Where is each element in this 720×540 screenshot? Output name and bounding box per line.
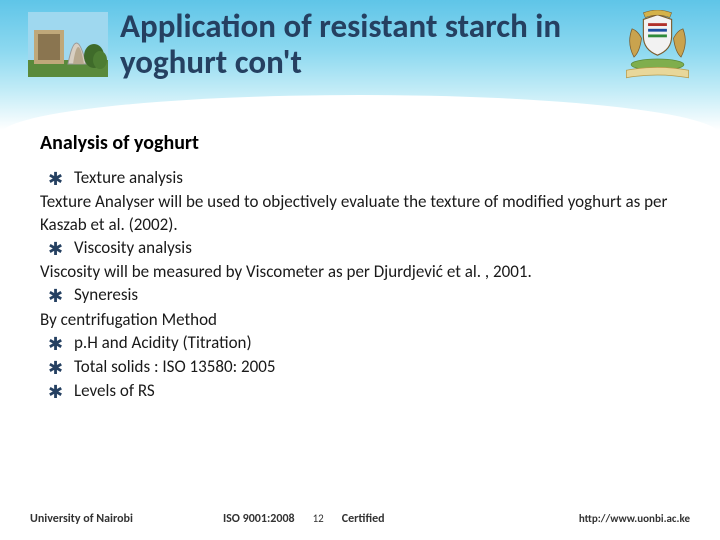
footer-certified: Certified — [342, 512, 385, 526]
bullet-item: ✱ Levels of RS — [48, 380, 680, 404]
slide-title: Application of resistant starch in yoghu… — [120, 8, 605, 81]
bullet-item: ✱ Viscosity analysis — [48, 237, 680, 261]
footer-page: 12 — [313, 512, 324, 525]
bullet-item: ✱ Total solids : ISO 13580: 2005 — [48, 356, 680, 380]
bullet-text: Levels of RS — [74, 380, 680, 403]
bullet-star-icon: ✱ — [48, 380, 62, 404]
footer-iso: ISO 9001:2008 — [223, 512, 295, 526]
bullet-item: ✱ Texture analysis — [48, 167, 680, 191]
body-items: ✱ Texture analysisTexture Analyser will b… — [40, 167, 680, 405]
bullet-star-icon: ✱ — [48, 332, 62, 356]
body-text: Texture Analyser will be used to objecti… — [40, 191, 680, 237]
bullet-text: Viscosity analysis — [74, 237, 680, 260]
body-text: Viscosity will be measured by Viscometer… — [40, 261, 680, 284]
body-text: By centrifugation Method — [40, 309, 680, 332]
bullet-text: Total solids : ISO 13580: 2005 — [74, 356, 680, 379]
coat-of-arms — [615, 10, 700, 90]
footer-university: University of Nairobi — [30, 512, 133, 526]
bullet-item: ✱ p.H and Acidity (Titration) — [48, 332, 680, 356]
bullet-text: p.H and Acidity (Titration) — [74, 332, 680, 355]
footer-url: http://www.uonbi.ac.ke — [579, 512, 690, 525]
bullet-star-icon: ✱ — [48, 237, 62, 261]
bullet-star-icon: ✱ — [48, 356, 62, 380]
slide-body: Analysis of yoghurt ✱Texture analysisTex… — [40, 130, 680, 490]
bullet-item: ✱ Syneresis — [48, 284, 680, 308]
bullet-text: Syneresis — [74, 284, 680, 307]
bullet-text: Texture analysis — [74, 167, 680, 190]
university-tower-photo — [28, 12, 108, 77]
bullet-star-icon: ✱ — [48, 167, 62, 191]
footer: University of Nairobi ISO 9001:2008 12 C… — [30, 512, 690, 526]
bullet-star-icon: ✱ — [48, 284, 62, 308]
